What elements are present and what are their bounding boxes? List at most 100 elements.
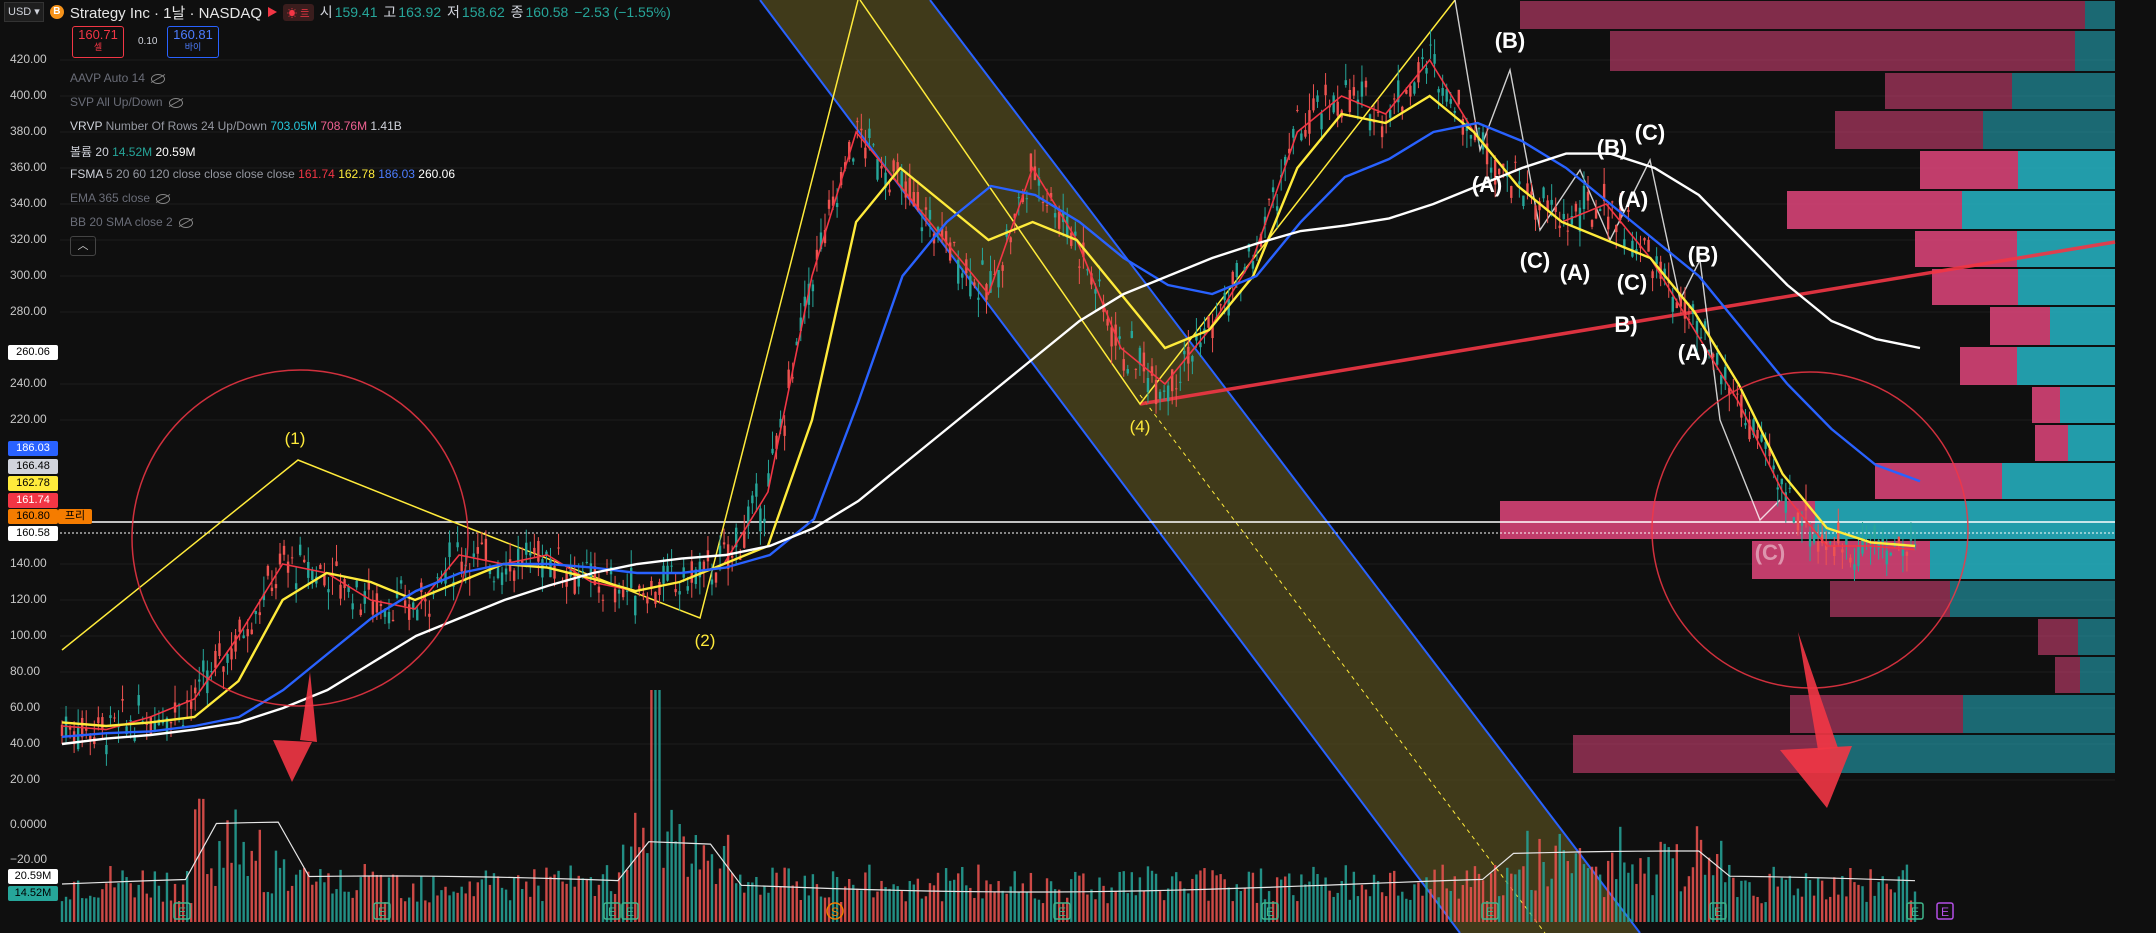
indicator-ema365[interactable]: EMA 365 close [70,191,171,205]
indicator-fsma[interactable]: FSMA 5 20 60 120 close close close close… [70,167,455,181]
volume-bar [892,884,895,922]
earnings-marker[interactable]: E [373,902,391,920]
volume-bar [1300,874,1303,922]
candle-body [1405,89,1408,94]
indicator-svp[interactable]: SVP All Up/Down [70,95,183,109]
candle-body [161,721,165,724]
hidden-eye-icon[interactable] [168,97,183,108]
candle-body [1724,367,1727,381]
volume-bar [1489,873,1493,922]
volume-bar [529,896,532,922]
volume-bar [1566,861,1570,922]
indicator-vrvp[interactable]: VRVP Number Of Rows 24 Up/Down 703.05M 7… [70,119,402,133]
market-status-badge[interactable]: ☀ 亖 [283,3,314,21]
volume-bar [1465,870,1469,922]
candle-body [521,560,524,563]
earnings-marker[interactable]: E [1053,902,1071,920]
volume-bar [1514,874,1517,922]
candle-body [759,508,762,532]
candle-body [1009,237,1012,243]
candle-body [282,545,286,555]
volume-bar [1853,882,1856,922]
hidden-eye-icon[interactable] [178,217,193,228]
volume-bar [258,829,262,922]
candle-body [1469,134,1473,139]
candle-body [1477,128,1481,130]
hidden-eye-icon[interactable] [156,193,171,204]
indicator-aavp[interactable]: AAVP Auto 14 [70,71,165,85]
flag-icon[interactable] [268,7,278,17]
earnings-marker[interactable]: E [1261,902,1279,920]
volume-profile-up-bar [1963,695,2115,733]
candle-body [1493,159,1497,185]
currency-selector[interactable]: USD ▾ [4,2,44,22]
volume-bar [460,886,463,922]
volume-bar [1122,871,1125,922]
volume-bar [860,890,863,922]
volume-bar [1183,888,1186,922]
indicator-volume[interactable]: 볼륨 20 14.52M 20.59M [70,143,196,160]
volume-bar [1312,866,1315,922]
candle-body [888,189,891,193]
volume-bar [1788,875,1792,922]
earnings-marker[interactable]: E [1481,902,1499,920]
candle-body [940,227,944,238]
candle-body [149,717,153,734]
earnings-marker[interactable]: E [1906,902,1924,920]
earnings-marker[interactable]: E [603,902,621,920]
earnings-marker[interactable]: E [1709,902,1727,920]
hidden-eye-icon[interactable] [150,73,165,84]
volume-bar [1429,889,1432,922]
price-tag-text: 162.78 [16,477,50,489]
wave-letter-label: B) [1614,312,1637,337]
candle-body [1275,206,1279,211]
volume-bar [72,881,76,922]
earnings-marker[interactable]: E [173,902,191,920]
earnings-marker-box [1709,902,1727,920]
earnings-marker[interactable]: E [621,902,639,920]
elliott-label: (4) [1130,417,1151,436]
candle-body [1320,113,1323,130]
candle-body [1772,465,1775,470]
volume-bar [141,870,144,922]
buy-button[interactable]: 160.81 바이 [167,26,219,58]
sell-button[interactable]: 160.71 셀 [72,26,124,58]
volume-bar [876,891,879,922]
candle-body [1183,350,1186,355]
symbol-logo-icon: B [49,5,64,19]
volume-bar [601,874,605,922]
indicator-bb[interactable]: BB 20 SMA close 2 [70,215,193,229]
candle-body [476,547,480,554]
candle-body [553,565,556,579]
volume-bar [1372,874,1376,922]
vrvp-up-value: 703.05M [270,119,318,133]
candle-body [1812,534,1816,543]
earnings-marker[interactable]: E [1936,902,1954,920]
volume-bar [1857,884,1860,922]
candle-body [492,581,496,583]
candle-body [1433,54,1436,64]
candle-body [1130,330,1134,338]
volume-bar [436,895,439,922]
volume-bar [1776,886,1779,922]
candle-body [137,695,140,706]
volume-bar [775,872,778,922]
volume-bar [634,812,637,922]
earnings-marker[interactable]: S [826,902,844,920]
volume-bar [387,877,391,922]
collapse-legend-button[interactable]: ︿ [70,236,96,256]
volume-bar [674,841,677,922]
candle-body [1243,267,1247,273]
candle-body [1175,388,1178,390]
candle-body [557,547,560,549]
symbol-title[interactable]: Strategy Inc · 1날 · NASDAQ [69,4,263,22]
wave-labels: (1) (2) (4) (B) (A) (C) (A) (B) (C) (A) B) (C) (B) (A… [285,28,1786,650]
volume-bar [1574,853,1578,922]
high-value: 163.92 [398,4,442,20]
candle-body [1300,133,1303,141]
candle-body [977,297,980,300]
candle-body [424,599,427,602]
candle-body [799,317,802,331]
volume-bar [1041,903,1045,922]
